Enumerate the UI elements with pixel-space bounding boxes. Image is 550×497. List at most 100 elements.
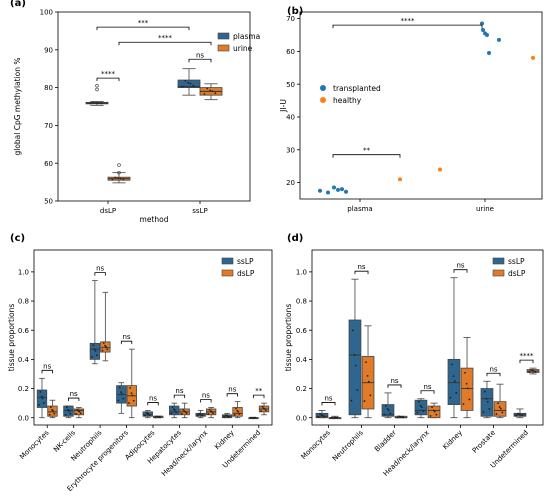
box-urine-ssLP: [199, 83, 223, 101]
significance-label: ****: [520, 352, 535, 360]
y-axis-label: JI-U: [279, 99, 288, 113]
y-tick-label: 0.6: [18, 327, 30, 335]
sample-dot: [332, 416, 334, 419]
sample-dot: [235, 407, 237, 410]
legend-label: plasma: [233, 32, 260, 41]
sample-dot: [207, 413, 210, 415]
y-tick-label: 0.0: [296, 414, 307, 422]
box-ssLP-Kidney: [221, 412, 233, 419]
y-axis-label: global CpG methylation %: [13, 57, 22, 155]
x-tick-label: Kidney: [441, 429, 464, 452]
significance-label: ****: [401, 17, 416, 25]
sample-dot: [79, 412, 82, 415]
sample-dot: [67, 408, 69, 411]
sample-dot: [129, 386, 132, 389]
significance-label: ns: [228, 386, 236, 394]
sample-dot: [75, 413, 77, 415]
sample-dot: [94, 350, 97, 352]
sample-dot: [131, 394, 134, 397]
sample-dot: [172, 408, 175, 411]
sample-dot: [121, 393, 123, 395]
legend-label: ssLP: [508, 257, 525, 266]
sample-dot: [76, 408, 79, 411]
box-dsLP-Head/neck/larynx: [427, 402, 441, 419]
significance-label: ns: [96, 265, 104, 273]
sample-dot: [209, 410, 212, 413]
sample-dot: [40, 395, 43, 398]
sample-dot: [418, 400, 420, 403]
sample-dot: [175, 411, 177, 414]
significance-label: ****: [101, 70, 116, 78]
point-transplanted: [481, 28, 485, 33]
sample-dot: [118, 386, 121, 389]
legend-label: dsLP: [237, 269, 255, 278]
point-transplanted: [326, 190, 330, 195]
significance-bracket: [332, 154, 401, 158]
sample-dot: [154, 416, 157, 419]
significance-bracket: [200, 399, 212, 403]
significance-bracket: [94, 272, 106, 276]
sample-dot: [119, 177, 122, 180]
sample-dot: [114, 176, 117, 179]
box-ssLP-Kidney: [447, 277, 461, 419]
y-tick-label: 50: [286, 81, 295, 89]
sample-dot: [485, 397, 488, 400]
box-ssLP-Hepatocytes: [169, 402, 180, 419]
sample-dot: [122, 397, 125, 400]
panel-label: (a): [10, 0, 26, 9]
significance-label: ns: [149, 394, 157, 402]
box-dsLP-Prostate: [493, 383, 507, 419]
significance-bracket: [41, 369, 53, 374]
sample-dot: [225, 414, 228, 417]
sample-dot: [531, 369, 534, 372]
sample-dot: [497, 402, 499, 405]
sample-dot: [261, 405, 264, 408]
sample-dot: [330, 416, 333, 419]
significance-bracket: [519, 359, 534, 364]
significance-label: ns: [70, 390, 78, 398]
sample-dot: [464, 371, 466, 374]
significance-label: ns: [202, 392, 210, 400]
point-healthy: [438, 167, 442, 172]
legend-label: healthy: [333, 96, 362, 105]
sample-dot: [49, 406, 52, 409]
sample-dot: [352, 329, 354, 332]
sample-dot: [120, 391, 122, 393]
sample-dot: [385, 404, 387, 407]
sample-dot: [233, 414, 236, 416]
sample-dot: [95, 102, 98, 104]
point-healthy: [398, 177, 402, 182]
significance-label: ns: [456, 262, 464, 270]
legend-swatch: [217, 32, 230, 40]
sample-dot: [354, 364, 357, 367]
sample-dot: [317, 416, 320, 418]
legend-label: dsLP: [508, 269, 526, 278]
legend-label: urine: [233, 44, 253, 53]
y-tick-label: 60: [286, 48, 295, 56]
sample-dot: [515, 414, 518, 417]
point-transplanted: [340, 187, 344, 192]
sample-dot: [95, 354, 98, 357]
sample-dot: [356, 389, 359, 392]
sample-dot: [183, 410, 186, 413]
box-dsLP-Monocytes: [328, 415, 342, 420]
y-tick-label: 0.2: [18, 385, 29, 393]
outlier-point: [95, 84, 99, 88]
sample-dot: [521, 414, 524, 417]
sample-dot: [128, 402, 130, 404]
sample-dot: [214, 92, 217, 95]
box-ssLP-Monocytes: [315, 410, 329, 419]
sample-dot: [238, 413, 241, 415]
sample-dot: [488, 408, 491, 410]
sample-dot: [367, 380, 370, 383]
box-ssLP-Bladder: [381, 392, 395, 419]
significance-label: ***: [138, 19, 149, 27]
point-transplanted: [318, 188, 322, 193]
sample-dot: [208, 408, 211, 411]
box-ssLP-Undetermined: [513, 408, 527, 419]
legend-marker: [320, 97, 326, 103]
box-dsLP-Undetermined: [526, 367, 540, 375]
box-ssLP-Head/neck/larynx: [414, 398, 428, 419]
y-tick-label: 0.8: [296, 298, 307, 306]
axes-frame: [57, 11, 251, 202]
